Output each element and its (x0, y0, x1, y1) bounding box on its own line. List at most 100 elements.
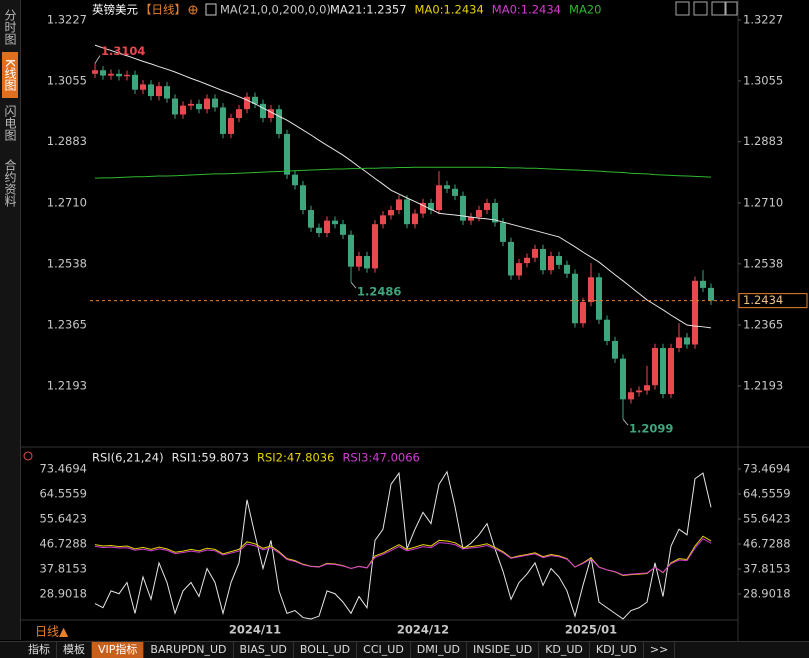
candle-body (124, 74, 130, 77)
candle-body (316, 227, 322, 234)
candle-body (212, 98, 218, 108)
candle-body (268, 109, 274, 119)
candle-body (516, 263, 522, 276)
candle-body (404, 199, 410, 225)
legend-entry: RSI3:47.0066 (342, 451, 419, 465)
side-tab[interactable]: 合约资料 (3, 159, 17, 207)
y-tick-label-right: 28.9018 (743, 586, 791, 600)
y-tick-label: 1.2710 (47, 195, 87, 209)
candle-body (532, 248, 538, 258)
y-tick-label: 1.2883 (47, 134, 87, 148)
candle-body (588, 277, 594, 303)
x-tick-label: 2024/12 (397, 623, 449, 637)
y-tick-label-right: 64.5559 (743, 486, 791, 500)
candle-body (140, 84, 146, 90)
price-tag (738, 293, 808, 309)
candle-body (556, 256, 562, 265)
candle-body (500, 222, 506, 242)
candle-body (100, 70, 106, 76)
candle-body (436, 185, 442, 211)
legend-entry: MA0:1.2434 (492, 3, 561, 17)
tab[interactable]: BIAS_UD (234, 642, 294, 658)
period-label[interactable]: 日线▲ (35, 625, 69, 639)
candle-body (692, 280, 698, 345)
legend-entry: MA0:1.2434 (415, 3, 484, 17)
y-tick-label: 1.2193 (47, 378, 87, 392)
candle-body (228, 118, 234, 134)
candle-body (604, 319, 610, 341)
y-tick-label-right: 37.8153 (743, 561, 791, 575)
price-tag-label: 1.2434 (743, 293, 783, 307)
legend-entry: MA20 (569, 3, 601, 17)
candle-body (244, 96, 250, 110)
y-tick-label-right: 1.2365 (743, 318, 783, 332)
tab[interactable]: KDJ_UD (590, 642, 644, 658)
candle-body (196, 103, 202, 110)
annotation-leader (622, 418, 629, 426)
tab[interactable]: KD_UD (539, 642, 590, 658)
sidebar: 分时图 K线图 闪电图 合约资料 (0, 0, 21, 640)
candle-body (276, 109, 282, 134)
tab[interactable]: 模板 (57, 642, 92, 658)
candle-body (116, 73, 122, 77)
y-tick-label-right: 1.2538 (743, 256, 783, 270)
x-tick-label: 2024/11 (229, 623, 281, 637)
candle-body (684, 337, 690, 345)
side-tab[interactable]: K线图 (2, 52, 18, 98)
candle-body (708, 287, 714, 301)
candle-body (564, 264, 570, 274)
candle-body (548, 256, 554, 271)
candle-body (380, 215, 386, 225)
candle-body (292, 174, 298, 186)
tab[interactable]: DMI_UD (411, 642, 468, 658)
candle-body (372, 224, 378, 269)
candle-body (468, 217, 474, 221)
candle-body (164, 86, 170, 99)
side-tab[interactable]: 闪电图 (3, 105, 17, 141)
tool-icon[interactable] (693, 1, 708, 16)
candle-body (652, 348, 658, 386)
legend-entry: RSI1:59.8073 (172, 451, 249, 465)
candle-body (452, 188, 458, 196)
candle-body (492, 202, 498, 223)
y-tick-label: 28.9018 (39, 586, 87, 600)
tool-icon[interactable] (711, 1, 726, 16)
tab[interactable]: BOLL_UD (294, 642, 358, 658)
tool-icon[interactable] (675, 1, 690, 16)
candle-body (444, 185, 450, 189)
indicator-name: MA(21,0,0,200,0,0) (220, 3, 331, 17)
y-tick-label: 55.6423 (39, 511, 87, 525)
candle-body (508, 241, 514, 276)
candle-body (364, 256, 370, 269)
candle-body (220, 107, 226, 134)
series-line (94, 470, 712, 620)
tab[interactable]: INSIDE_UD (467, 642, 540, 658)
candle-body (388, 210, 394, 216)
side-tab[interactable]: 分时图 (3, 9, 17, 45)
candle-body (628, 392, 634, 400)
settings-icon[interactable] (23, 451, 33, 461)
tab[interactable]: VIP指标 (92, 642, 145, 658)
candle-body (156, 86, 162, 97)
y-tick-label: 73.4694 (39, 462, 87, 476)
candle-body (676, 337, 682, 349)
tool-icon[interactable] (725, 1, 738, 16)
y-tick-label-right: 1.2883 (743, 134, 783, 148)
indicator-icon[interactable] (205, 3, 217, 16)
annotation: 1.3104 (101, 44, 145, 58)
candle-body (172, 98, 178, 115)
y-tick-label: 1.2365 (47, 318, 87, 332)
tab[interactable]: >> (644, 642, 676, 658)
candle-body (340, 224, 346, 235)
series-line (94, 44, 712, 329)
annotation-leader (350, 281, 357, 289)
legend-entry: MA21:1.2357 (330, 3, 407, 17)
y-tick-label-right: 55.6423 (743, 511, 791, 525)
symbol: 英镑美元 (92, 3, 138, 17)
tab[interactable]: 指标 (22, 642, 57, 658)
candle-body (428, 202, 434, 211)
tab[interactable]: CCI_UD (357, 642, 411, 658)
tab[interactable]: BARUPDN_UD (144, 642, 234, 658)
candle-body (348, 234, 354, 267)
candle-body (284, 133, 290, 175)
